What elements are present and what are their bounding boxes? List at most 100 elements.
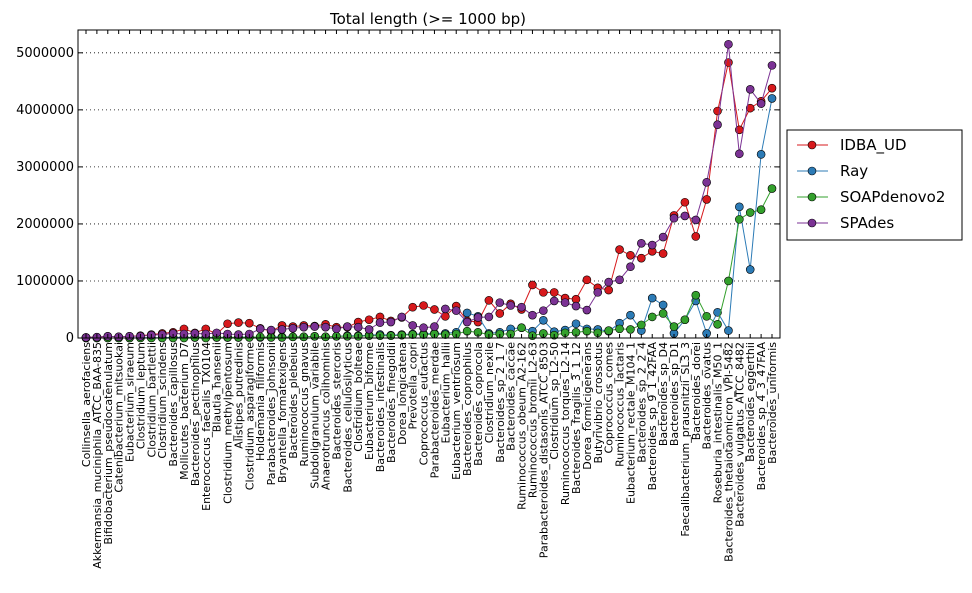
data-point — [419, 323, 428, 333]
data-point — [724, 39, 733, 49]
data-point — [539, 288, 548, 297]
data-point — [386, 317, 396, 327]
data-point — [593, 288, 603, 297]
x-tick-label: Ruminococcus_lactaris — [614, 342, 627, 467]
x-tick-label: Eubacterium_rectale_M104_1 — [624, 342, 637, 504]
x-tick-label: Bacteroides_capillosus — [167, 342, 180, 467]
x-tick-label: Subdoligranulum_variabile — [309, 342, 322, 489]
data-point — [484, 296, 494, 305]
data-point — [571, 301, 581, 311]
data-point — [462, 326, 472, 336]
x-tick-label: Bacteroides_pectinophilus — [189, 342, 202, 486]
data-point — [539, 306, 548, 315]
data-point — [626, 262, 635, 272]
data-point — [430, 322, 439, 331]
data-point — [767, 83, 777, 93]
x-axis: Collinsella_aerofaciensAkkermansia_mucin… — [80, 30, 779, 569]
x-tick-label: Ruminococcus_bromii_L2-63 — [526, 342, 539, 498]
x-tick-label: Bacteroides_coprophilus — [461, 342, 474, 476]
x-tick-label: Bryantella_formatexigens — [276, 342, 289, 483]
x-tick-label: Eubacterium_siraeum — [124, 342, 137, 462]
series-spades — [81, 39, 777, 342]
x-tick-label: Bacteroides_intestinalis — [374, 342, 387, 472]
data-point — [604, 285, 613, 295]
x-tick-label: Dorea_longicatena — [396, 342, 409, 445]
data-point — [713, 308, 722, 317]
data-point — [626, 310, 635, 320]
data-point — [745, 265, 755, 274]
x-tick-label: Bacteroides_sp_4_3_47FAA — [755, 342, 768, 491]
x-tick-label: Bifidobacterium_pseudocatenulatum — [102, 342, 115, 545]
x-tick-label: Bacteroides_vulgatus_ATCC_8482 — [733, 342, 746, 527]
x-tick-label: Bacteroides_finegoldii — [385, 342, 398, 463]
data-point — [582, 275, 592, 285]
x-tick-label: Bacteroides_thetaiotaomicron_VPI-5482 — [722, 342, 735, 562]
data-point — [364, 325, 374, 334]
data-point — [604, 277, 613, 287]
x-tick-label: Clostridium_asparagiforme — [243, 342, 256, 490]
x-tick-label: Collinsella_aerofaciens — [80, 342, 93, 467]
data-point — [549, 288, 559, 297]
data-point — [745, 103, 755, 113]
data-point — [735, 149, 744, 159]
x-tick-label: Alistipes_putredinis — [232, 342, 245, 449]
data-point — [408, 321, 417, 330]
x-tick-label: Mollicutes_bacterium_D7 — [178, 342, 191, 480]
data-point — [528, 280, 537, 290]
series-layer — [81, 39, 777, 343]
legend-marker — [807, 166, 817, 176]
data-point — [713, 320, 722, 329]
data-point — [637, 239, 646, 248]
x-tick-label: Bacteroides_coprocola — [472, 342, 485, 466]
data-point — [615, 275, 624, 285]
x-tick-label: Parabacteroides_merdae — [428, 342, 441, 479]
x-tick-label: Butyrivibrio_crossotus — [592, 342, 605, 464]
data-point — [441, 304, 450, 314]
x-tick-label: Eubacterium_ventriosum — [450, 342, 463, 480]
x-tick-label: Bacteroides_sp_9_1_42FAA — [646, 342, 659, 491]
x-tick-label: Clostridium_nexile — [483, 342, 496, 443]
data-point — [713, 106, 722, 116]
data-point — [756, 205, 766, 214]
data-point — [745, 85, 755, 94]
data-point — [767, 61, 777, 70]
data-point — [353, 322, 363, 332]
y-tick-label: 0 — [66, 331, 74, 346]
data-point — [223, 319, 232, 329]
y-tick-label: 5000000 — [16, 46, 74, 61]
data-point — [495, 298, 505, 307]
x-tick-label: Bacteroides_cellulosilyticus — [341, 342, 354, 493]
data-point — [473, 313, 483, 322]
data-point — [658, 309, 668, 318]
data-point — [702, 312, 711, 321]
x-tick-label: Eubacterium_hallii — [439, 342, 452, 443]
x-tick-label: Anaerotruncus_colihominis — [320, 342, 333, 490]
data-point — [397, 312, 407, 322]
x-tick-label: Akkermansia_muciniphila_ATCC_BAA-835 — [91, 342, 104, 569]
data-point — [364, 315, 374, 325]
series-line — [86, 188, 773, 339]
chart-title: Total length (>= 1000 bp) — [329, 10, 526, 28]
data-point — [626, 325, 635, 334]
data-point — [680, 315, 690, 325]
data-point — [430, 305, 439, 314]
legend-marker — [807, 218, 817, 228]
data-point — [462, 308, 472, 318]
x-tick-label: Bacteroides_sp_2_2_4 — [635, 342, 648, 463]
data-point — [321, 322, 330, 332]
data-point — [615, 245, 624, 254]
data-point — [658, 232, 668, 242]
data-point — [582, 305, 592, 315]
x-tick-label: Faecalibacterium_prausnitzii_SL3_3 — [679, 342, 692, 537]
data-point — [691, 215, 701, 225]
plot-frame — [77, 29, 781, 339]
x-tick-label: Parabacteroides_distasonis_ATCC_8503 — [537, 342, 550, 558]
data-point — [604, 326, 613, 335]
x-tick-label: Holdemania_filiformis — [254, 342, 267, 461]
data-point — [539, 316, 548, 325]
data-point — [735, 202, 744, 212]
data-point — [332, 324, 341, 334]
data-point — [647, 240, 657, 250]
data-point — [702, 177, 711, 187]
legend-label: SOAPdenovo2 — [840, 188, 945, 206]
